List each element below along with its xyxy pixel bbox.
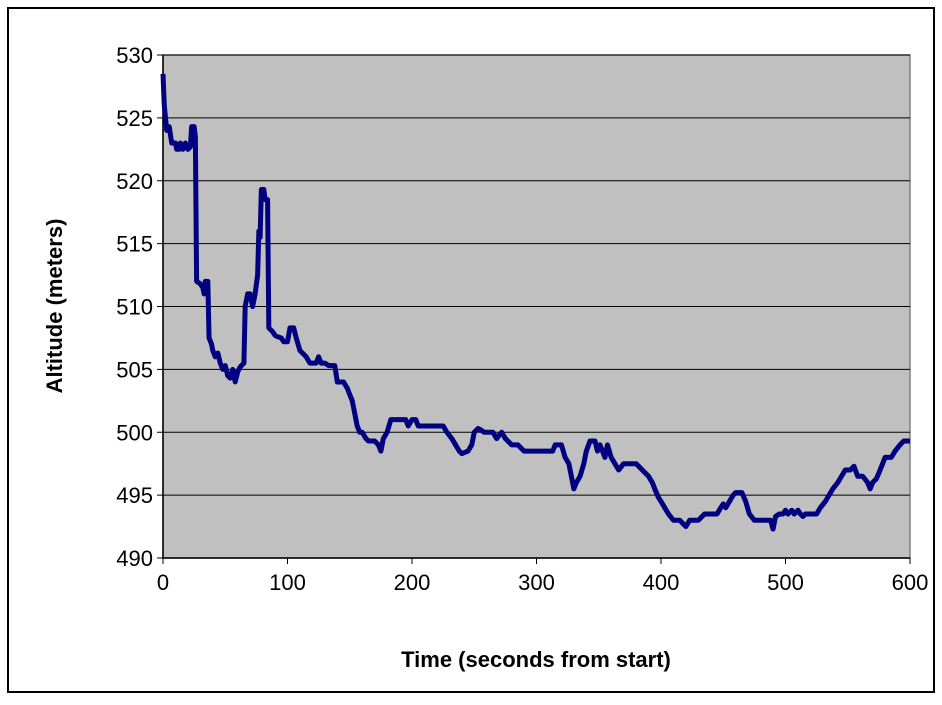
y-tick-label: 520: [116, 169, 153, 194]
data-line: [160, 73, 910, 532]
x-axis-title: Time (seconds from start): [401, 647, 671, 672]
y-axis-title: Altitude (meters): [42, 219, 67, 394]
x-tick-label: 300: [518, 570, 555, 595]
y-tick-label: 495: [116, 483, 153, 508]
y-tick-label: 500: [116, 420, 153, 445]
x-tick-label: 200: [394, 570, 431, 595]
y-tick-label: 525: [116, 106, 153, 131]
y-tick-label: 515: [116, 232, 153, 257]
y-tick-label: 490: [116, 546, 153, 571]
x-tick-label: 0: [157, 570, 169, 595]
x-tick-label: 500: [767, 570, 804, 595]
x-tick-label: 400: [643, 570, 680, 595]
y-tick-label: 505: [116, 357, 153, 382]
x-tick-label: 100: [269, 570, 306, 595]
x-tick-label: 600: [892, 570, 929, 595]
y-tick-label: 510: [116, 295, 153, 320]
y-tick-label: 530: [116, 43, 153, 68]
